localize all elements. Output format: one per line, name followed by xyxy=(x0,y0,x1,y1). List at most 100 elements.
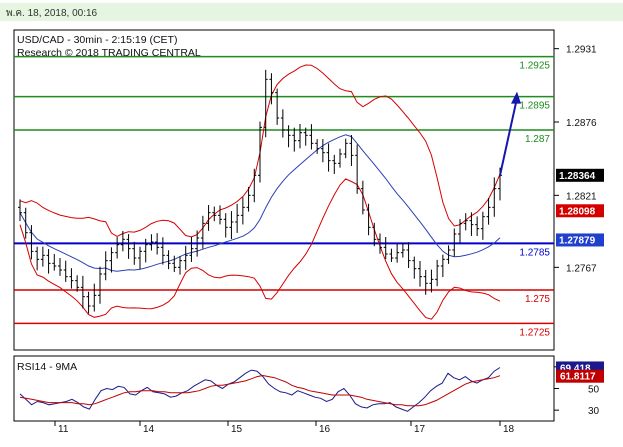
candle xyxy=(338,148,342,168)
candle xyxy=(52,254,57,271)
candle xyxy=(132,241,137,265)
candle xyxy=(40,246,45,267)
candle xyxy=(418,261,422,287)
candle xyxy=(98,266,102,304)
candle xyxy=(18,199,22,222)
candle xyxy=(206,205,211,231)
candle xyxy=(75,275,80,292)
candle xyxy=(212,206,217,222)
research-credit: Research © 2018 TRADING CENTRAL xyxy=(17,47,201,59)
candle xyxy=(378,233,382,254)
candle xyxy=(332,154,337,174)
candle xyxy=(109,247,114,273)
candle xyxy=(58,258,62,276)
candle xyxy=(189,237,194,262)
candle xyxy=(326,143,331,172)
candle xyxy=(246,186,251,212)
level-label-0: 1.2925 xyxy=(519,61,550,72)
candle xyxy=(452,228,457,257)
candle xyxy=(463,213,468,231)
candle xyxy=(35,246,40,271)
price-tag: 1.28098 xyxy=(556,204,604,218)
candle xyxy=(92,283,97,312)
candle xyxy=(69,268,74,289)
price-tag-label: 1.28098 xyxy=(559,206,596,217)
level-label-5: 1.2725 xyxy=(519,327,550,338)
time-tick-label: 16 xyxy=(319,424,331,435)
candle xyxy=(200,215,205,249)
candle xyxy=(315,139,320,154)
level-label-1: 1.2895 xyxy=(519,101,550,112)
candle xyxy=(183,245,188,270)
candle xyxy=(178,256,182,275)
time-tick-label: 15 xyxy=(231,424,243,435)
candle xyxy=(155,233,160,255)
price-tick-label: 1.2821 xyxy=(566,191,597,202)
candle xyxy=(23,207,28,239)
candle xyxy=(372,222,377,247)
candle xyxy=(252,168,257,203)
candle xyxy=(440,254,445,278)
projection-arrow-shaft xyxy=(499,102,517,176)
rsi-value-tag-label: 61.8117 xyxy=(560,372,596,383)
axis-layer: 1.29311.28761.28211.27671114151617187050… xyxy=(54,45,600,435)
candle xyxy=(395,243,400,263)
candle xyxy=(383,237,388,260)
candle xyxy=(103,251,108,281)
candle xyxy=(143,238,148,263)
candles-layer xyxy=(18,69,502,314)
header-bar xyxy=(0,3,623,21)
price-tag: 1.28364 xyxy=(556,168,604,182)
instrument-label: USD/CAD - 30min - 2:15:19 (CET) xyxy=(17,34,177,46)
time-tick-label: 11 xyxy=(58,424,69,435)
price-tag-label: 1.27879 xyxy=(559,235,596,246)
candle xyxy=(458,219,462,243)
candle xyxy=(258,121,262,183)
rsi-title: RSI14 - 9MA xyxy=(17,361,77,373)
candle xyxy=(126,234,131,259)
level-label-2: 1.287 xyxy=(525,134,550,145)
rsi-value-tag: 61.8117 xyxy=(556,369,604,383)
candle xyxy=(240,197,245,225)
candle xyxy=(349,135,354,166)
candle xyxy=(303,127,308,146)
candle xyxy=(423,269,428,295)
candle xyxy=(389,248,394,263)
candle xyxy=(298,123,302,149)
rsi-line xyxy=(19,367,501,412)
candle xyxy=(80,275,85,309)
bollinger-lower xyxy=(19,178,501,320)
price-panel-frame xyxy=(13,29,555,351)
rsi-tick-label: 30 xyxy=(588,406,600,417)
candle xyxy=(229,211,234,240)
candle xyxy=(343,138,348,159)
price-tag: 1.27879 xyxy=(556,233,604,247)
candle xyxy=(160,237,165,265)
candle xyxy=(366,203,371,236)
candle xyxy=(446,245,451,264)
candle xyxy=(115,237,120,259)
projection-arrow-head xyxy=(511,91,521,104)
level-label-3: 1.2785 xyxy=(519,247,550,258)
candle xyxy=(400,242,405,258)
candle xyxy=(355,144,360,194)
candle xyxy=(86,291,91,314)
rsi-ma-line xyxy=(19,374,501,407)
rsi-tick-label: 50 xyxy=(588,385,600,396)
rsi-value-tag-label: 69.418 xyxy=(560,363,591,374)
candle xyxy=(480,211,485,240)
candle xyxy=(269,73,274,105)
levels-layer: 1.2925 1.2895 1.287 1.2785 1.275 1.2725 xyxy=(14,55,554,338)
candle xyxy=(475,216,480,237)
price-tick-label: 1.2767 xyxy=(566,263,597,274)
price-tag-label: 1.28364 xyxy=(559,171,596,182)
candle xyxy=(235,203,240,233)
time-tick-label: 18 xyxy=(503,424,515,435)
candle xyxy=(320,139,325,163)
candle xyxy=(486,198,491,225)
candle xyxy=(138,246,142,270)
time-tick-label: 14 xyxy=(143,424,155,435)
candle xyxy=(63,260,68,282)
candle xyxy=(172,255,177,273)
